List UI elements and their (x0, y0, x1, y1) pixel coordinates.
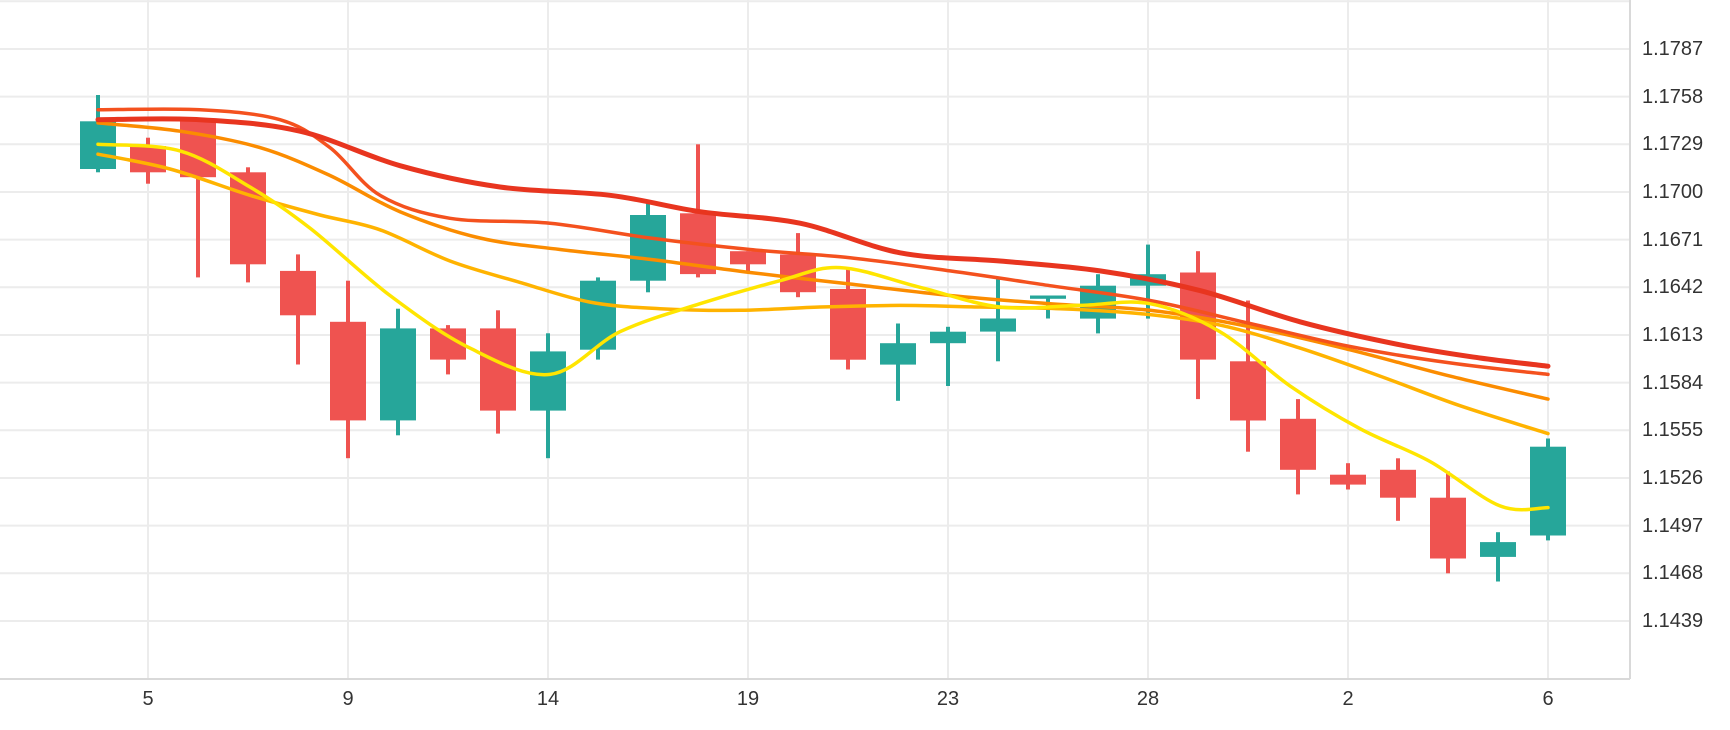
candle-body (1530, 446, 1566, 536)
candle-body (730, 251, 766, 265)
candle-down[interactable] (1330, 463, 1366, 490)
price-tick-label: 1.1642 (1642, 276, 1704, 298)
candle-down[interactable] (430, 325, 466, 375)
date-tick-label: 19 (736, 688, 760, 710)
candle-body (1430, 497, 1466, 559)
price-tick-label: 1.1613 (1642, 324, 1704, 346)
candle-down[interactable] (480, 310, 516, 434)
candle-body (830, 289, 866, 360)
candle-body (1280, 418, 1316, 470)
ma-red (95, 116, 1551, 369)
candle-body (1480, 542, 1516, 557)
candle-down[interactable] (330, 280, 366, 459)
price-tick-label: 1.1758 (1642, 86, 1704, 108)
date-tick-label: 23 (936, 688, 960, 710)
candle-down[interactable] (730, 251, 766, 273)
candle-down[interactable] (1380, 458, 1416, 521)
candle-down[interactable] (1430, 471, 1466, 574)
price-tick-label: 1.1468 (1642, 562, 1704, 584)
price-tick-label: 1.1584 (1642, 372, 1704, 394)
candle-up[interactable] (80, 95, 116, 173)
date-tick-label: 6 (1542, 688, 1554, 710)
candle-body (1330, 474, 1366, 485)
candle-down[interactable] (280, 254, 316, 365)
candle-up[interactable] (980, 279, 1016, 362)
candle-down[interactable] (780, 233, 816, 298)
candle-body (330, 321, 366, 421)
price-tick-label: 1.1555 (1642, 419, 1704, 441)
price-tick-label: 1.1671 (1642, 229, 1704, 251)
candle-up[interactable] (530, 333, 566, 459)
candle-down[interactable] (1280, 399, 1316, 495)
ma-orange (96, 121, 1550, 401)
candle-up[interactable] (380, 308, 416, 436)
candle-wick (946, 326, 950, 386)
candle-body (1030, 295, 1066, 299)
candle-up[interactable] (1530, 438, 1566, 541)
candle-body (630, 215, 666, 281)
date-tick-label: 28 (1136, 688, 1160, 710)
candle-body (580, 280, 616, 350)
candle-down[interactable] (180, 121, 216, 278)
candle-body (480, 328, 516, 411)
candle-body (930, 331, 966, 344)
price-tick-label: 1.1439 (1642, 610, 1704, 632)
price-tick-label: 1.1729 (1642, 133, 1704, 155)
candle-body (530, 351, 566, 411)
date-tick-label: 2 (1342, 688, 1354, 710)
candle-up[interactable] (930, 326, 966, 386)
candle-body (280, 270, 316, 316)
candle-body (880, 343, 916, 365)
candle-up[interactable] (1480, 532, 1516, 582)
candle-up[interactable] (880, 323, 916, 401)
price-tick-label: 1.1787 (1642, 38, 1704, 60)
ma-yellow (96, 142, 1550, 512)
date-tick-label: 9 (342, 688, 354, 710)
candle-up[interactable] (630, 203, 666, 293)
price-tick-label: 1.1526 (1642, 467, 1704, 489)
candle-body (1380, 469, 1416, 498)
date-tick-label: 5 (142, 688, 154, 710)
ma-amber (96, 152, 1550, 436)
candle-wick (196, 121, 200, 278)
price-tick-label: 1.1497 (1642, 515, 1704, 537)
date-tick-label: 14 (536, 688, 560, 710)
price-tick-label: 1.1700 (1642, 181, 1704, 203)
ma-deep-orange (96, 107, 1550, 377)
candle-body (780, 254, 816, 293)
candle-body (180, 121, 216, 178)
candle-down[interactable] (830, 267, 866, 370)
candle-down[interactable] (1230, 300, 1266, 452)
candle-body (1230, 361, 1266, 421)
candle-body (980, 318, 1016, 332)
candle-body (380, 328, 416, 421)
